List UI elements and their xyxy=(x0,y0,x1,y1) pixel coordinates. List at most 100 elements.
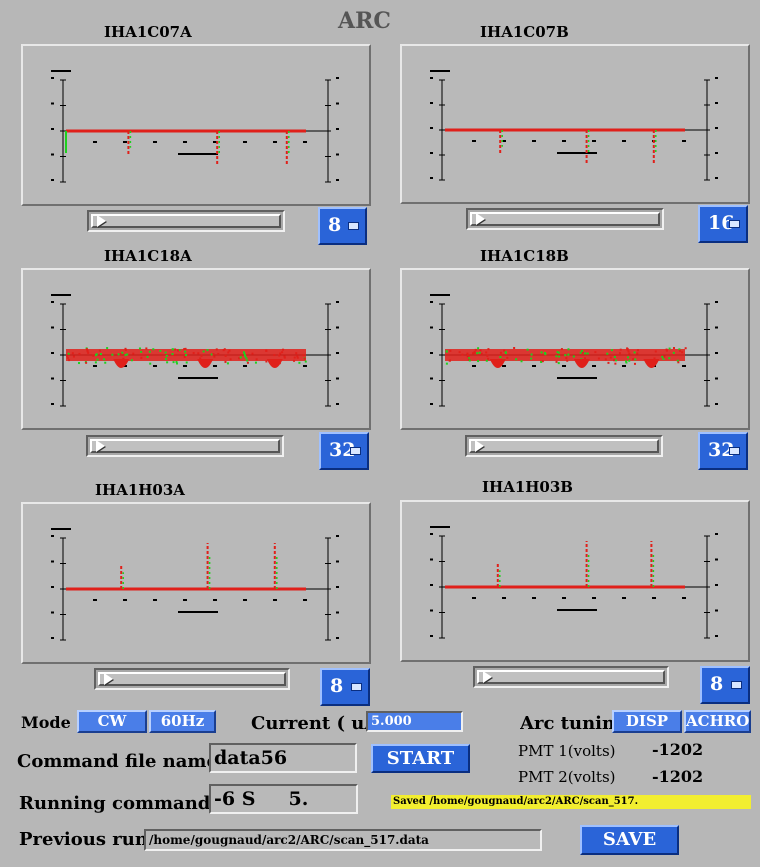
plot-selector[interactable]: 32 xyxy=(319,432,369,470)
trace-dot xyxy=(178,349,181,352)
x-tick-label xyxy=(123,141,127,143)
plot-selector[interactable]: 8 xyxy=(700,666,750,704)
trace-dot xyxy=(296,355,299,358)
tick-label xyxy=(430,352,433,354)
trace-dot xyxy=(246,359,249,362)
trace-dot xyxy=(567,348,570,351)
trace-dot xyxy=(174,348,177,351)
trace-dot xyxy=(78,352,81,355)
command-file-input[interactable]: data56 xyxy=(209,743,357,773)
axis-caption xyxy=(178,611,218,613)
tick-label xyxy=(430,609,433,612)
mode-label: Mode xyxy=(21,713,71,732)
start-button[interactable]: START xyxy=(371,744,470,773)
trace-dot xyxy=(472,352,475,355)
tick-label xyxy=(430,102,433,104)
plot-selector[interactable]: 8 xyxy=(320,668,370,706)
trace-dot xyxy=(165,354,168,357)
trace-dot xyxy=(166,361,169,364)
tick-label xyxy=(336,637,339,639)
trace-dot xyxy=(474,348,477,351)
plot-canvas xyxy=(430,294,718,407)
trace-dot xyxy=(202,350,205,353)
trace-dot xyxy=(504,351,507,354)
current-input[interactable]: 5.000 xyxy=(366,711,463,732)
trace-dot xyxy=(560,348,563,351)
x-tick-label xyxy=(123,365,127,367)
trace-dot xyxy=(672,351,675,354)
tick-label xyxy=(336,128,339,130)
tick-label xyxy=(336,153,339,156)
plot-title: IHA1C07A xyxy=(104,23,192,41)
tick-label xyxy=(336,377,339,380)
plot-selector[interactable]: 16 xyxy=(698,205,748,243)
plot-slider[interactable] xyxy=(466,208,664,230)
x-tick-label xyxy=(243,365,247,367)
trace-dot xyxy=(281,351,284,354)
trace-dot xyxy=(66,356,69,359)
mode-60hz-button[interactable]: 60Hz xyxy=(149,710,216,733)
trace-dot xyxy=(665,348,668,351)
trace-dot xyxy=(176,362,179,365)
disp-button[interactable]: DISP xyxy=(612,710,682,733)
x-tick-label xyxy=(213,141,217,143)
trace-dot xyxy=(636,352,639,355)
plot-slider[interactable] xyxy=(465,435,663,457)
trace-dot xyxy=(526,348,529,351)
plot-slider[interactable] xyxy=(94,668,290,690)
trace-dot xyxy=(197,352,200,355)
plot-slider[interactable] xyxy=(473,666,669,688)
plot-slider[interactable] xyxy=(87,210,285,232)
tick-label xyxy=(51,153,54,156)
x-tick-label xyxy=(153,599,157,601)
x-tick-label xyxy=(183,141,187,143)
pmt2-value: -1202 xyxy=(652,767,704,786)
tick-label xyxy=(51,535,54,537)
trace-dot xyxy=(661,355,664,358)
trace-dot xyxy=(555,355,558,358)
tick-label xyxy=(51,560,54,563)
trace-dot xyxy=(628,359,631,362)
plot-selector[interactable]: 8 xyxy=(318,207,367,245)
plot-panel xyxy=(21,502,371,664)
trace-dot xyxy=(223,348,226,351)
achro-button[interactable]: ACHRO xyxy=(684,710,751,733)
trace-dot xyxy=(668,357,671,360)
tick-label xyxy=(336,326,339,329)
mode-cw-button[interactable]: CW xyxy=(77,710,147,733)
tick-label xyxy=(715,635,718,637)
trace-dot xyxy=(99,353,102,356)
previous-run-field: /home/gougnaud/arc2/ARC/scan_517.data xyxy=(144,829,542,851)
tick-label xyxy=(715,558,718,561)
tick-label xyxy=(430,326,433,329)
trace-dot xyxy=(473,351,476,354)
save-button[interactable]: SAVE xyxy=(580,825,679,855)
trace-dot xyxy=(217,352,220,355)
trace-dot xyxy=(626,347,629,350)
trace-dot xyxy=(103,358,106,361)
trace-dot xyxy=(124,347,127,350)
trace-dot xyxy=(126,353,129,356)
trace-dot xyxy=(293,356,296,359)
tick-label xyxy=(715,533,718,535)
trace-dot xyxy=(581,351,584,354)
tick-label xyxy=(715,609,718,612)
plot-title: IHA1C18A xyxy=(104,247,192,265)
trace-dot xyxy=(557,354,560,357)
axis-caption xyxy=(557,377,597,379)
trace-dot xyxy=(171,348,174,351)
trace-dot xyxy=(672,347,675,350)
x-tick-label xyxy=(682,597,686,599)
trace-dot xyxy=(183,355,186,358)
axis-caption xyxy=(430,70,450,72)
trace-dot xyxy=(668,347,671,350)
trace-dot xyxy=(96,358,99,361)
pmt1-value: -1202 xyxy=(652,740,704,759)
plot-selector[interactable]: 32 xyxy=(698,432,748,470)
previous-run-label: Previous run xyxy=(19,829,144,850)
axis-caption xyxy=(51,528,71,530)
plot-slider[interactable] xyxy=(86,435,284,457)
trace-dot xyxy=(654,350,657,353)
trace-dot xyxy=(94,361,97,364)
trace-dot xyxy=(634,358,637,361)
